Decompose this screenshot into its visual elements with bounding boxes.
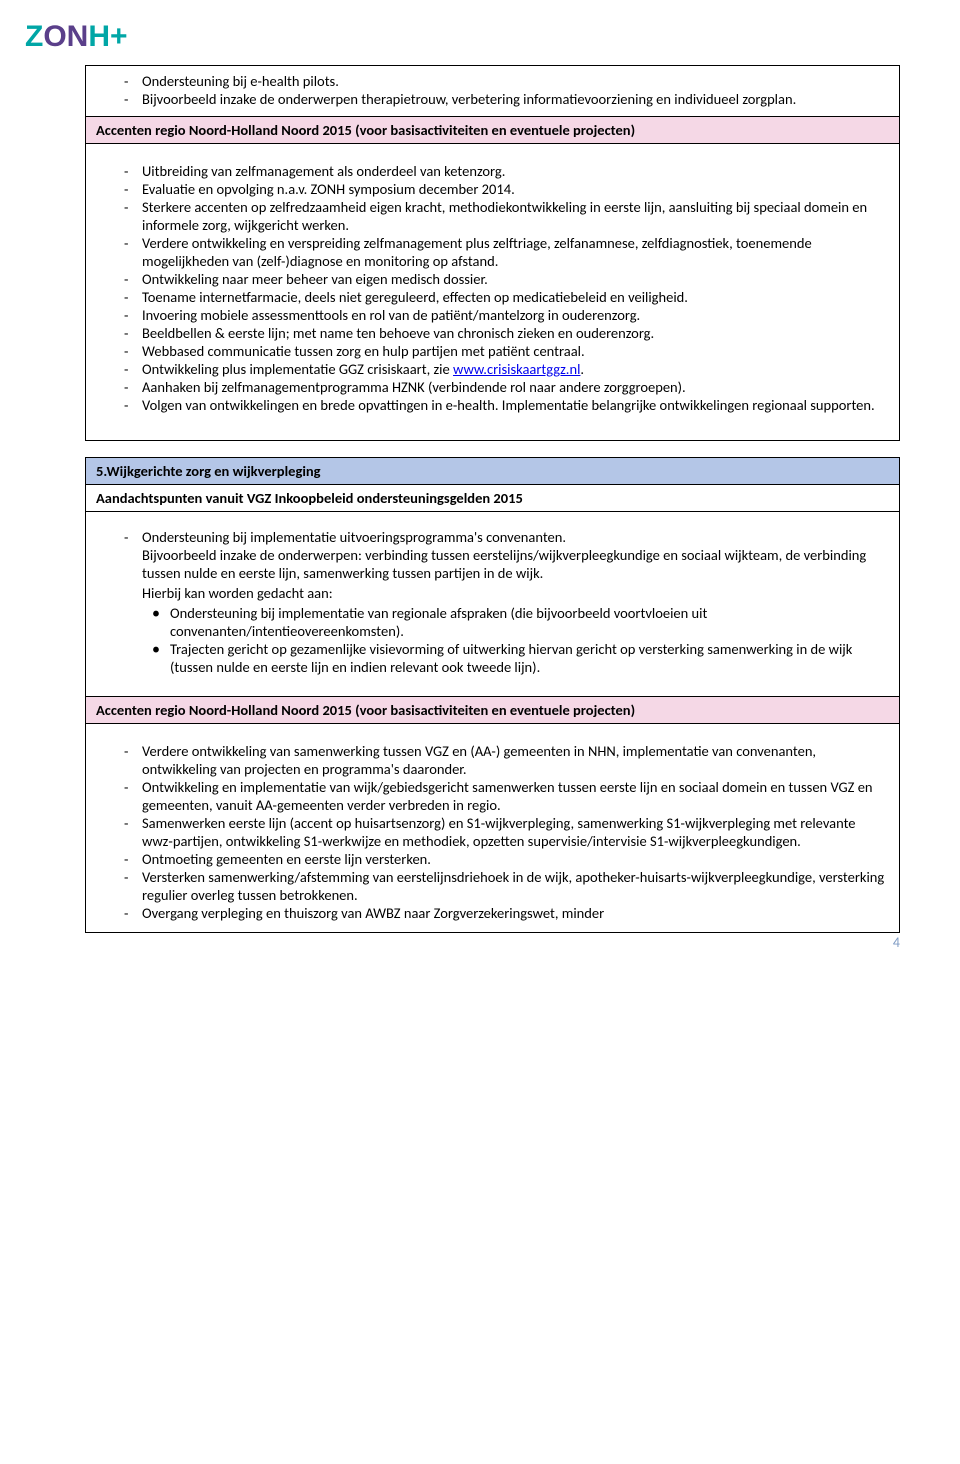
logo-o: O bbox=[43, 20, 66, 54]
section-content-vgz: Ondersteuning bij implementatie uitvoeri… bbox=[85, 512, 900, 697]
list-item: Aanhaken bij zelfmanagementprogramma HZN… bbox=[124, 378, 889, 396]
list-item: Ontmoeting gemeenten en eerste lijn vers… bbox=[124, 850, 889, 868]
paragraph: Hierbij kan worden gedacht aan: bbox=[96, 584, 889, 602]
list-item: Overgang verpleging en thuiszorg van AWB… bbox=[124, 904, 889, 922]
logo-n: N bbox=[67, 20, 89, 53]
list-item: Samenwerken eerste lijn (accent op huisa… bbox=[124, 814, 889, 850]
logo-plus: H+ bbox=[88, 20, 127, 53]
section-header-accenten-2: Accenten regio Noord-Holland Noord 2015 … bbox=[85, 697, 900, 724]
list-item: Trajecten gericht op gezamenlijke visiev… bbox=[152, 640, 889, 676]
text: Ontwikkeling plus implementatie GGZ cris… bbox=[142, 360, 453, 378]
list-item: Volgen van ontwikkelingen en brede opvat… bbox=[124, 396, 889, 414]
list-item: Evaluatie en opvolging n.a.v. ZONH sympo… bbox=[124, 180, 889, 198]
prebox: Ondersteuning bij e-health pilots. Bijvo… bbox=[85, 65, 900, 116]
list-item: Ontwikkeling naar meer beheer van eigen … bbox=[124, 270, 889, 288]
list-item: Sterkere accenten op zelfredzaamheid eig… bbox=[124, 198, 889, 234]
section-content-accenten-1: Uitbreiding van zelfmanagement als onder… bbox=[85, 144, 900, 441]
list-item: Bijvoorbeeld inzake de onderwerpen thera… bbox=[124, 90, 889, 108]
paragraph: Bijvoorbeeld inzake de onderwerpen: verb… bbox=[96, 546, 889, 582]
list-item: Ondersteuning bij implementatie van regi… bbox=[152, 604, 889, 640]
page-number: 4 bbox=[893, 934, 900, 951]
list-item: Webbased communicatie tussen zorg en hul… bbox=[124, 342, 889, 360]
list-item: Ontwikkeling plus implementatie GGZ cris… bbox=[124, 360, 889, 378]
section-header-accenten-1: Accenten regio Noord-Holland Noord 2015 … bbox=[85, 116, 900, 144]
list-item: Versterken samenwerking/afstemming van e… bbox=[124, 868, 889, 904]
list-item: Ondersteuning bij e-health pilots. bbox=[124, 72, 889, 90]
list-item: Invoering mobiele assessmenttools en rol… bbox=[124, 306, 889, 324]
list-item: Toename internetfarmacie, deels niet ger… bbox=[124, 288, 889, 306]
logo-z: Z bbox=[25, 20, 43, 53]
list-item: Ontwikkeling en implementatie van wijk/g… bbox=[124, 778, 889, 814]
section-header-wijkgerichte: 5.Wijkgerichte zorg en wijkverpleging bbox=[85, 457, 900, 485]
list-item: Uitbreiding van zelfmanagement als onder… bbox=[124, 162, 889, 180]
list-item: Beeldbellen & eerste lijn; met name ten … bbox=[124, 324, 889, 342]
section-subheader-vgz: Aandachtspunten vanuit VGZ Inkoopbeleid … bbox=[85, 485, 900, 512]
logo: ZONH+ bbox=[25, 20, 128, 54]
crisiskaart-link[interactable]: www.crisiskaartggz.nl bbox=[453, 360, 580, 378]
text: . bbox=[580, 360, 584, 378]
list-item: Ondersteuning bij implementatie uitvoeri… bbox=[124, 528, 889, 546]
section-content-accenten-2: Verdere ontwikkeling van samenwerking tu… bbox=[85, 724, 900, 933]
list-item: Verdere ontwikkeling van samenwerking tu… bbox=[124, 742, 889, 778]
list-item: Verdere ontwikkeling en verspreiding zel… bbox=[124, 234, 889, 270]
